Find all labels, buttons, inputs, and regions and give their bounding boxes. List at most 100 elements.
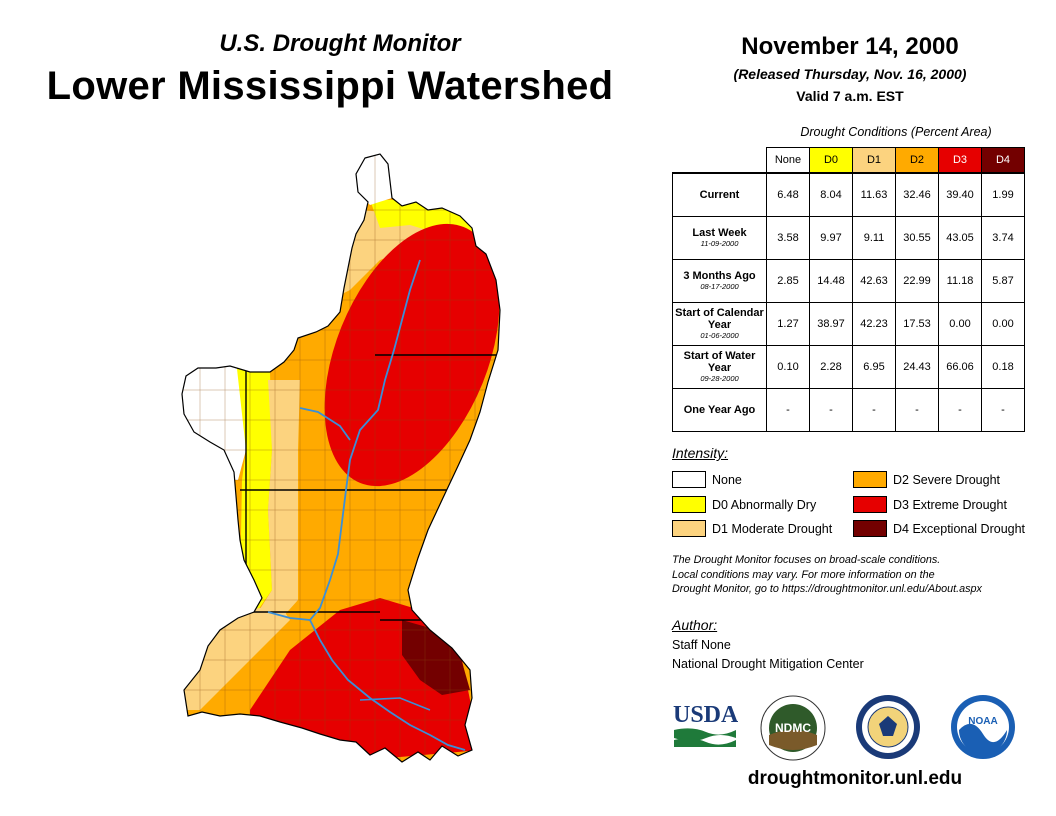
table-header-row: None D0 D1 D2 D3 D4	[673, 147, 1025, 174]
table-row: One Year Ago - - - - - -	[672, 387, 1025, 432]
cell: 32.46	[895, 172, 939, 217]
author-name: Staff None	[672, 638, 731, 652]
cell: -	[938, 387, 982, 432]
note-line: Drought Monitor, go to https://droughtmo…	[672, 583, 982, 595]
cell: 39.40	[938, 172, 982, 217]
cell: 42.23	[852, 301, 896, 346]
cell: 24.43	[895, 344, 939, 389]
cell: 6.95	[852, 344, 896, 389]
legend-swatch	[853, 520, 887, 537]
svg-text:NOAA: NOAA	[968, 716, 997, 727]
legend-swatch	[672, 520, 706, 537]
cell: 1.99	[981, 172, 1025, 217]
cell: 0.00	[981, 301, 1025, 346]
cell: 6.48	[766, 172, 810, 217]
legend-swatch	[672, 496, 706, 513]
legend-item-d4: D4 Exceptional Drought	[853, 520, 1025, 537]
legend-label: D3 Extreme Drought	[893, 497, 1007, 512]
cell: 0.18	[981, 344, 1025, 389]
table-row: 3 Months Ago 08-17-2000 2.85 14.48 42.63 …	[672, 258, 1025, 303]
legend-label: D1 Moderate Drought	[712, 521, 833, 536]
svg-text:USDA: USDA	[673, 702, 738, 728]
cell: 9.11	[852, 215, 896, 260]
release-date: (Released Thursday, Nov. 16, 2000)	[733, 66, 967, 82]
ndmc-logo: NDMC	[760, 695, 826, 761]
row-label: Current	[672, 172, 767, 217]
author-title: Author:	[672, 617, 718, 633]
col-d0: D0	[809, 147, 853, 174]
cell: 0.10	[766, 344, 810, 389]
drought-conditions-table: None D0 D1 D2 D3 D4 Current 6.48 8.04 11…	[672, 147, 1025, 432]
col-d1: D1	[852, 147, 896, 174]
table-row: Start of Calendar Year 01-06-2000 1.27 38…	[672, 301, 1025, 346]
cell: 17.53	[895, 301, 939, 346]
cell: 8.04	[809, 172, 853, 217]
cell: 66.06	[938, 344, 982, 389]
cell: 38.97	[809, 301, 853, 346]
cell: 2.28	[809, 344, 853, 389]
valid-time: Valid 7 a.m. EST	[796, 88, 904, 104]
cell: 22.99	[895, 258, 939, 303]
website-link[interactable]: droughtmonitor.unl.edu	[747, 768, 963, 789]
usda-logo: USDA	[673, 702, 738, 747]
legend-label: None	[712, 472, 742, 487]
svg-text:NDMC: NDMC	[775, 721, 811, 735]
cell: 43.05	[938, 215, 982, 260]
legend-item-none: None	[672, 471, 742, 488]
row-date: 01-06-2000	[700, 331, 739, 340]
cell: 3.74	[981, 215, 1025, 260]
cell: 1.27	[766, 301, 810, 346]
atchafalaya-river	[359, 697, 431, 711]
cell: 9.97	[809, 215, 853, 260]
table-row: Start of Water Year 09-28-2000 0.10 2.28 …	[672, 344, 1025, 389]
drought-map	[181, 153, 501, 763]
usace-seal	[856, 695, 920, 759]
row-label: Last Week 11-09-2000	[672, 215, 767, 260]
cell: 2.85	[766, 258, 810, 303]
cell: -	[981, 387, 1025, 432]
col-none: None	[766, 147, 810, 174]
disclaimer-note: The Drought Monitor focuses on broad-sca…	[672, 553, 1042, 597]
table-row: Last Week 11-09-2000 3.58 9.97 9.11 30.55…	[672, 215, 1025, 260]
map-title: Lower Mississippi Watershed	[46, 64, 614, 108]
red-river	[267, 611, 311, 621]
row-label: Start of Calendar Year 01-06-2000	[672, 301, 767, 346]
cell: 30.55	[895, 215, 939, 260]
legend-item-d0: D0 Abnormally Dry	[672, 496, 816, 513]
cell: 42.63	[852, 258, 896, 303]
row-label: Start of Water Year 09-28-2000	[672, 344, 767, 389]
mississippi-river	[308, 259, 466, 751]
row-label: One Year Ago	[672, 387, 767, 432]
tributary-river	[299, 407, 351, 441]
cell: -	[809, 387, 853, 432]
legend-item-d1: D1 Moderate Drought	[672, 520, 832, 537]
cell: 14.48	[809, 258, 853, 303]
cell: 11.63	[852, 172, 896, 217]
noaa-logo: NOAA	[951, 695, 1015, 759]
legend-label: D4 Exceptional Drought	[893, 521, 1026, 536]
table-row: Current 6.48 8.04 11.63 32.46 39.40 1.99	[672, 172, 1025, 217]
legend-item-d2: D2 Severe Drought	[853, 471, 1000, 488]
cell: 0.00	[938, 301, 982, 346]
cell: 5.87	[981, 258, 1025, 303]
legend-swatch	[853, 496, 887, 513]
col-d3: D3	[938, 147, 982, 174]
cell: -	[852, 387, 896, 432]
author-org: National Drought Mitigation Center	[672, 657, 864, 671]
cell: 11.18	[938, 258, 982, 303]
table-caption: Drought Conditions (Percent Area)	[800, 125, 992, 139]
legend-label: D0 Abnormally Dry	[712, 497, 817, 512]
legend-swatch	[853, 471, 887, 488]
row-label: 3 Months Ago 08-17-2000	[672, 258, 767, 303]
legend-label: D2 Severe Drought	[893, 472, 1001, 487]
cell: -	[766, 387, 810, 432]
table-corner	[673, 148, 767, 174]
cell: 3.58	[766, 215, 810, 260]
note-line: Local conditions may vary. For more info…	[672, 568, 935, 581]
row-date: 11-09-2000	[700, 239, 739, 248]
legend-title: Intensity:	[672, 445, 729, 461]
col-d4: D4	[981, 147, 1025, 174]
map-subtitle: U.S. Drought Monitor	[219, 30, 461, 57]
legend-swatch	[672, 471, 706, 488]
note-line: The Drought Monitor focuses on broad-sca…	[672, 554, 941, 566]
